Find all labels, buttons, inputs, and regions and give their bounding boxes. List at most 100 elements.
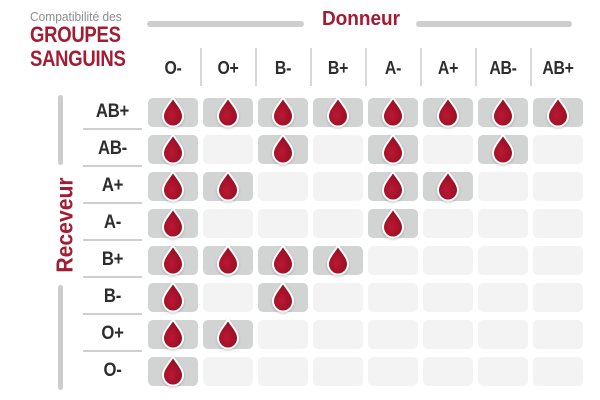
grid-cell-O--from-A--empty <box>368 357 418 386</box>
donor-column-header-A-: A- <box>384 58 402 78</box>
grid-cell-A+-from-AB+-empty <box>533 172 583 201</box>
row-separator <box>83 239 142 241</box>
column-separator <box>475 48 477 86</box>
chart-title-line1: GROUPES <box>30 22 121 47</box>
donor-axis-left-bar <box>147 21 304 27</box>
column-separator <box>420 48 422 86</box>
receiver-row-label-A-: A- <box>103 212 122 233</box>
donor-column-header-AB-: AB- <box>489 58 517 78</box>
grid-cell-B+-from-A--empty <box>368 246 418 275</box>
donor-column-header-B-: B- <box>274 58 292 78</box>
column-separator <box>255 48 257 86</box>
grid-cell-O--from-A+-empty <box>423 357 473 386</box>
blood-drop-icon <box>271 244 295 276</box>
blood-drop-icon <box>436 170 460 202</box>
grid-cell-A+-from-B--empty <box>258 172 308 201</box>
blood-drop-icon <box>161 281 185 313</box>
receiver-row-label-AB+: AB+ <box>95 101 130 122</box>
grid-cell-O+-from-B+-empty <box>313 320 363 349</box>
receiver-row-label-AB-: AB- <box>98 138 127 159</box>
column-separator <box>200 48 202 86</box>
blood-drop-icon <box>271 281 295 313</box>
grid-cell-A--from-O+-empty <box>203 209 253 238</box>
column-separator <box>310 48 312 86</box>
blood-drop-icon <box>161 133 185 165</box>
row-separator <box>83 276 142 278</box>
grid-cell-A+-from-B+-empty <box>313 172 363 201</box>
grid-cell-O--from-B--empty <box>258 357 308 386</box>
grid-cell-A--from-AB--empty <box>478 209 528 238</box>
blood-drop-icon <box>161 318 185 350</box>
row-separator <box>83 202 142 204</box>
grid-cell-O--from-AB+-empty <box>533 357 583 386</box>
donor-axis-right-bar <box>416 21 572 27</box>
blood-drop-icon <box>216 244 240 276</box>
receiver-row-label-B+: B+ <box>101 249 124 270</box>
receiver-axis-bottom-bar <box>58 285 63 390</box>
blood-drop-icon <box>161 96 185 128</box>
receiver-axis-title: Receveur <box>51 177 78 273</box>
grid-cell-O--from-AB--empty <box>478 357 528 386</box>
blood-drop-icon <box>326 96 350 128</box>
column-separator <box>530 48 532 86</box>
grid-cell-B+-from-AB--empty <box>478 246 528 275</box>
grid-cell-AB--from-A+-empty <box>423 135 473 164</box>
blood-drop-icon <box>381 133 405 165</box>
chart-title-line2: SANGUINS <box>30 46 126 71</box>
grid-cell-AB--from-B+-empty <box>313 135 363 164</box>
receiver-axis-top-bar <box>58 95 63 165</box>
grid-cell-B--from-AB--empty <box>478 283 528 312</box>
blood-drop-icon <box>161 207 185 239</box>
grid-cell-B--from-AB+-empty <box>533 283 583 312</box>
grid-cell-AB--from-AB+-empty <box>533 135 583 164</box>
grid-cell-B--from-A--empty <box>368 283 418 312</box>
grid-cell-O--from-O+-empty <box>203 357 253 386</box>
grid-cell-O+-from-A--empty <box>368 320 418 349</box>
column-separator <box>365 48 367 86</box>
receiver-row-label-B-: B- <box>103 286 122 307</box>
blood-drop-icon <box>546 96 570 128</box>
receiver-row-label-A+: A+ <box>101 175 124 196</box>
grid-cell-O+-from-B--empty <box>258 320 308 349</box>
grid-cell-A+-from-AB--empty <box>478 172 528 201</box>
blood-drop-icon <box>381 207 405 239</box>
grid-cell-B+-from-A+-empty <box>423 246 473 275</box>
grid-cell-AB--from-O+-empty <box>203 135 253 164</box>
grid-cell-O+-from-AB--empty <box>478 320 528 349</box>
blood-drop-icon <box>216 318 240 350</box>
donor-column-header-A+: A+ <box>437 58 459 78</box>
grid-cell-B--from-A+-empty <box>423 283 473 312</box>
donor-column-header-AB+: AB+ <box>542 58 574 78</box>
donor-column-header-B+: B+ <box>327 58 349 78</box>
blood-drop-icon <box>271 96 295 128</box>
donor-column-header-O-: O- <box>164 58 182 78</box>
grid-cell-O--from-B+-empty <box>313 357 363 386</box>
row-separator <box>83 128 142 130</box>
blood-drop-icon <box>326 244 350 276</box>
row-separator <box>83 350 142 352</box>
grid-cell-A--from-A+-empty <box>423 209 473 238</box>
grid-cell-A--from-B+-empty <box>313 209 363 238</box>
blood-drop-icon <box>216 96 240 128</box>
blood-drop-icon <box>491 133 515 165</box>
receiver-row-label-O-: O- <box>103 360 122 381</box>
chart-eyebrow-title: Compatibilité des <box>30 9 122 24</box>
blood-drop-icon <box>381 96 405 128</box>
blood-drop-icon <box>491 96 515 128</box>
blood-drop-icon <box>216 170 240 202</box>
receiver-row-label-O+: O+ <box>101 323 124 344</box>
blood-drop-icon <box>271 133 295 165</box>
grid-cell-A--from-AB+-empty <box>533 209 583 238</box>
grid-cell-A--from-B--empty <box>258 209 308 238</box>
blood-drop-icon <box>161 244 185 276</box>
grid-cell-B--from-O+-empty <box>203 283 253 312</box>
blood-drop-icon <box>436 96 460 128</box>
grid-cell-O+-from-A+-empty <box>423 320 473 349</box>
row-separator <box>83 165 142 167</box>
grid-cell-O+-from-AB+-empty <box>533 320 583 349</box>
blood-drop-icon <box>161 170 185 202</box>
donor-axis-title: Donneur <box>321 8 401 30</box>
blood-drop-icon <box>381 170 405 202</box>
donor-column-header-O+: O+ <box>217 58 239 78</box>
